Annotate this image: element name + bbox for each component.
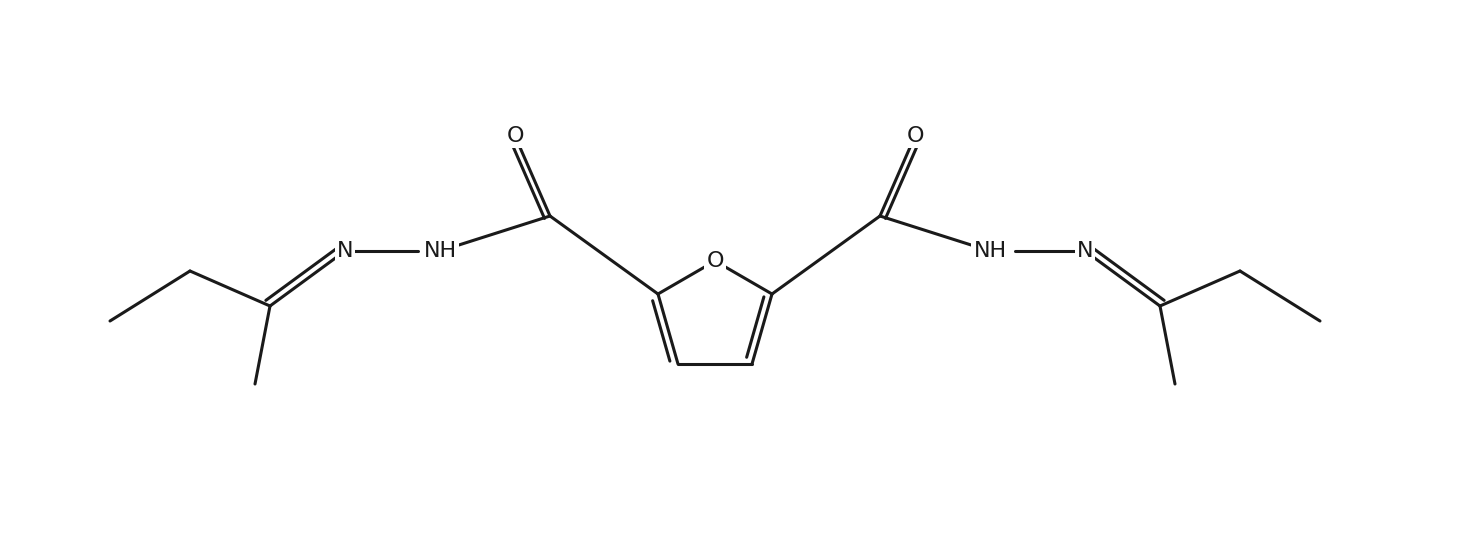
Text: O: O	[707, 251, 724, 271]
Text: O: O	[907, 126, 924, 146]
Text: N: N	[337, 241, 353, 261]
Text: O: O	[507, 126, 524, 146]
Text: NH: NH	[974, 241, 1006, 261]
Text: NH: NH	[423, 241, 457, 261]
Text: N: N	[1077, 241, 1094, 261]
